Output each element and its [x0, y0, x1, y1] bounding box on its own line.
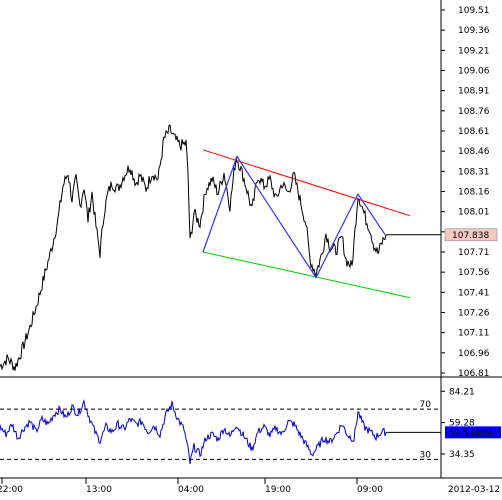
price-tick-label: 108.46: [458, 147, 490, 157]
rsi-tick-label: 59.28: [449, 419, 475, 429]
price-series-line: [0, 124, 387, 371]
price-tick-label: 109.51: [458, 6, 490, 16]
rsi-tick-label: 70: [420, 400, 432, 410]
upper-trend-line: [202, 149, 411, 217]
x-tick-label: 04:00: [178, 485, 204, 495]
rsi-series-line: [0, 398, 387, 465]
price-tick-label: 109.21: [458, 46, 490, 56]
price-tick-label: 108.61: [458, 127, 490, 137]
price-tick-label: 109.06: [458, 67, 490, 77]
price-tick-label: 109.36: [458, 26, 490, 36]
price-tick-label: 106.96: [458, 349, 490, 359]
x-axis: 22:00 13:00 04:00 19:00 09:00 2012-03-12: [0, 477, 502, 495]
lower-trend-line: [202, 251, 411, 299]
x-tick-label: 13:00: [86, 485, 112, 495]
price-current-value: 107.838: [452, 231, 489, 241]
rsi-tick-label: 34.35: [449, 450, 475, 460]
price-tick-label: 107.71: [458, 248, 490, 258]
price-tick-label: 107.26: [458, 309, 490, 319]
price-tick-label: 107.41: [458, 288, 490, 298]
x-tick-label: 09:00: [357, 485, 383, 495]
price-tick-label: 108.01: [458, 208, 490, 218]
x-tick-labels: 22:00 13:00 04:00 19:00 09:00 2012-03-12: [0, 478, 500, 495]
price-tick-label: 108.76: [458, 107, 490, 117]
price-tick-labels: 109.51 109.36 109.21 109.06 108.91 108.76 108.…: [441, 6, 490, 379]
price-tick-label: 107.56: [458, 268, 490, 278]
trend-lines: [202, 149, 411, 299]
x-tick-label: 22:00: [0, 485, 23, 495]
price-tick-label: 108.31: [458, 167, 490, 177]
rsi-level-lines: [0, 408, 441, 460]
price-tick-label: 106.81: [458, 369, 490, 379]
zigzag-pattern-line: [202, 155, 386, 279]
price-current-box: [444, 228, 498, 242]
price-panel: 109.51 109.36 109.21 109.06 108.91 108.76 108.…: [0, 0, 502, 379]
rsi-tick-label: 84.21: [449, 387, 475, 397]
price-tick-label: 108.91: [458, 87, 490, 97]
rsi-tick-label: 30: [420, 450, 432, 460]
rsi-current-box: [445, 426, 501, 439]
x-tick-label: 2012-03-12: [448, 485, 500, 495]
rsi-current-value: 51.53969: [449, 428, 492, 438]
rsi-panel: 84.21 70 59.28 34.35 30 51.53969: [0, 377, 501, 478]
rsi-tick-labels: 84.21 70 59.28 34.35 30: [420, 387, 475, 460]
price-tick-label: 108.16: [458, 188, 490, 198]
x-tick-label: 19:00: [265, 485, 291, 495]
price-tick-label: 107.11: [458, 329, 490, 339]
